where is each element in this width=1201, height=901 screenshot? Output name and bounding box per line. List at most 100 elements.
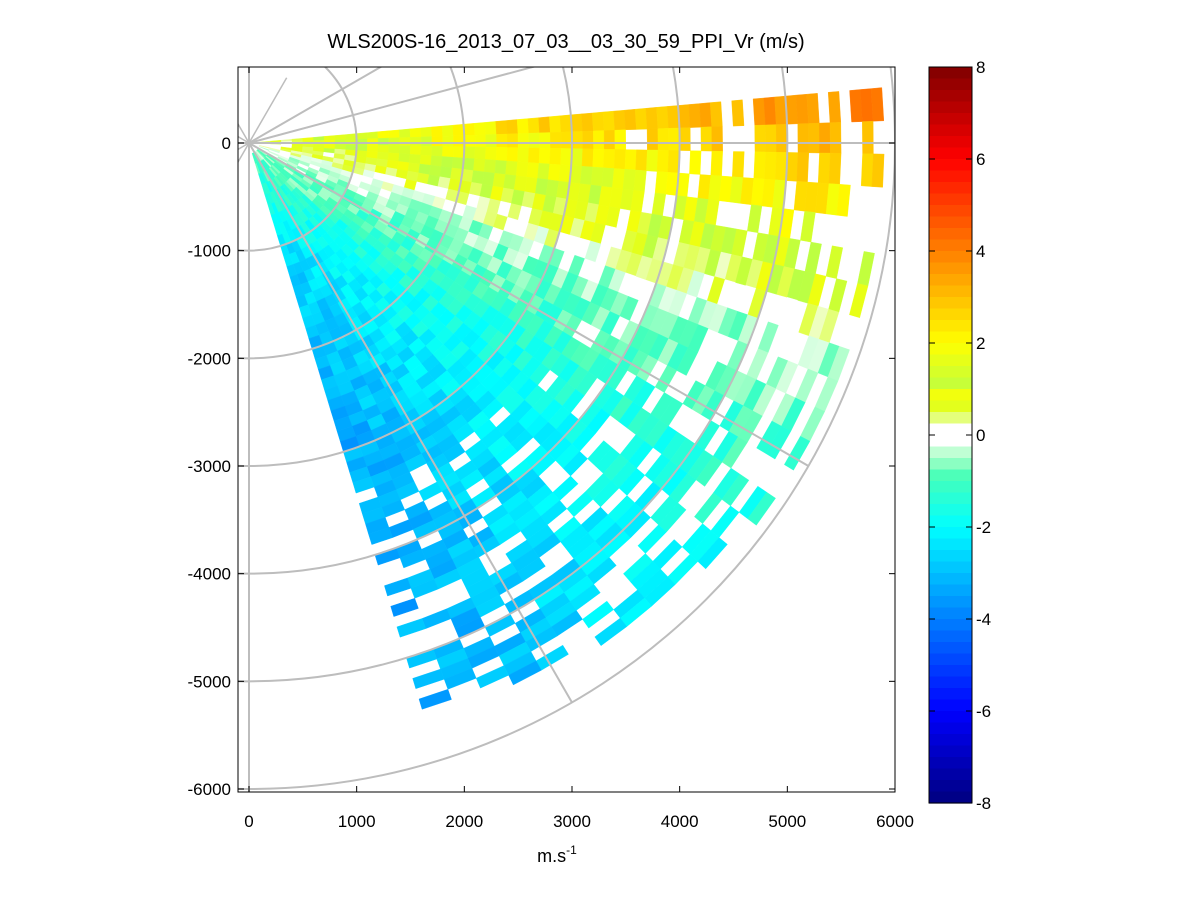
- colorbar-swatch: [929, 596, 972, 609]
- colorbar-swatch: [929, 400, 972, 413]
- radial-line: [248, 67, 537, 144]
- colorbar-swatch: [929, 193, 972, 206]
- colorbar-swatch: [929, 699, 972, 712]
- x-tick-label: 1000: [338, 812, 376, 831]
- velocity-cell: [409, 127, 422, 138]
- colorbar-tick-label: 6: [976, 150, 985, 169]
- velocity-cell: [710, 150, 723, 177]
- velocity-cell: [441, 156, 454, 169]
- colorbar-swatch: [929, 159, 972, 172]
- radial-line: [248, 67, 383, 144]
- velocity-cell: [819, 122, 831, 154]
- colorbar-swatch: [929, 435, 972, 448]
- colorbar-swatch: [929, 458, 972, 471]
- velocity-cell: [526, 162, 540, 179]
- y-tick-label: -6000: [188, 780, 231, 799]
- velocity-cell: [442, 135, 454, 147]
- colorbar-swatch: [929, 688, 972, 701]
- velocity-cell: [409, 154, 422, 165]
- velocity-cell: [560, 148, 573, 166]
- velocity-cell: [484, 121, 497, 135]
- radial-line: [248, 77, 288, 144]
- velocity-cell: [581, 112, 594, 132]
- velocity-cell: [747, 491, 776, 526]
- y-tick-label: -4000: [188, 565, 231, 584]
- colorbar-swatch: [929, 366, 972, 379]
- velocity-cell: [474, 134, 487, 148]
- velocity-cell: [612, 168, 626, 190]
- velocity-cell: [471, 170, 485, 185]
- velocity-cell: [709, 101, 723, 128]
- colorbar-tick-label: -2: [976, 518, 991, 537]
- y-tick-label: -3000: [188, 457, 231, 476]
- velocity-cell: [367, 138, 379, 146]
- colorbar-swatch: [929, 251, 972, 264]
- colorbar-swatch: [929, 481, 972, 494]
- velocity-cell: [516, 118, 530, 134]
- velocity-cell: [571, 131, 583, 150]
- velocity-cell: [646, 149, 659, 172]
- velocity-cell: [399, 137, 411, 147]
- velocity-cell: [849, 89, 863, 123]
- velocity-cell: [356, 144, 368, 152]
- colorbar-swatch: [929, 584, 972, 597]
- colorbar-swatch: [929, 676, 972, 689]
- x-tick-label: 2000: [445, 812, 483, 831]
- velocity-cell: [613, 149, 627, 170]
- colorbar-swatch: [929, 711, 972, 724]
- velocity-cell: [656, 149, 670, 173]
- colorbar-swatch: [929, 665, 972, 678]
- colorbar-swatch: [929, 538, 972, 551]
- colorbar-swatch: [929, 377, 972, 390]
- velocity-cell: [549, 148, 562, 166]
- velocity-cell: [473, 158, 486, 173]
- velocity-cell: [808, 122, 820, 154]
- velocity-cell: [689, 150, 702, 175]
- velocity-cell: [827, 91, 842, 123]
- velocity-cell: [635, 149, 648, 172]
- velocity-cell: [829, 122, 842, 154]
- velocity-cell: [419, 154, 432, 166]
- colorbar-swatch: [929, 239, 972, 252]
- velocity-cell: [570, 148, 583, 167]
- colorbar: [929, 67, 972, 804]
- velocity-cell: [398, 153, 411, 163]
- colorbar-swatch: [929, 136, 972, 149]
- velocity-cell: [688, 103, 702, 128]
- velocity-cell: [797, 123, 810, 154]
- velocity-cell: [442, 146, 454, 158]
- velocity-cell: [515, 161, 529, 178]
- velocity-cell: [590, 166, 604, 187]
- velocity-cell: [593, 130, 605, 150]
- velocity-cell: [366, 144, 379, 153]
- velocity-cell: [668, 127, 680, 151]
- velocity-cell: [699, 102, 712, 128]
- velocity-cell: [345, 133, 357, 140]
- colorbar-swatch: [929, 262, 972, 275]
- colorbar-tick-label: 8: [976, 58, 985, 77]
- x-tick-label: 0: [244, 812, 253, 831]
- velocity-cell: [420, 126, 433, 138]
- velocity-cell: [410, 136, 422, 147]
- velocity-cell: [778, 297, 798, 330]
- colorbar-swatch: [929, 745, 972, 758]
- velocity-cell: [752, 97, 766, 126]
- velocity-cell: [581, 148, 594, 168]
- velocity-cell: [836, 184, 851, 217]
- velocity-cell: [676, 347, 699, 376]
- velocity-cell: [505, 160, 518, 177]
- velocity-cell: [538, 147, 551, 165]
- colorbar-swatch: [929, 320, 972, 333]
- velocity-cell: [377, 145, 390, 154]
- velocity-cell: [753, 151, 766, 180]
- velocity-cell: [506, 133, 519, 148]
- radial-line: [238, 122, 250, 144]
- velocity-cell: [508, 660, 542, 686]
- colorbar-swatch: [929, 573, 972, 586]
- y-tick-label: 0: [222, 134, 231, 153]
- colorbar-swatch: [929, 170, 972, 183]
- colorbar-swatch: [929, 630, 972, 643]
- colorbar-swatch: [929, 791, 972, 804]
- velocity-cell: [388, 137, 400, 146]
